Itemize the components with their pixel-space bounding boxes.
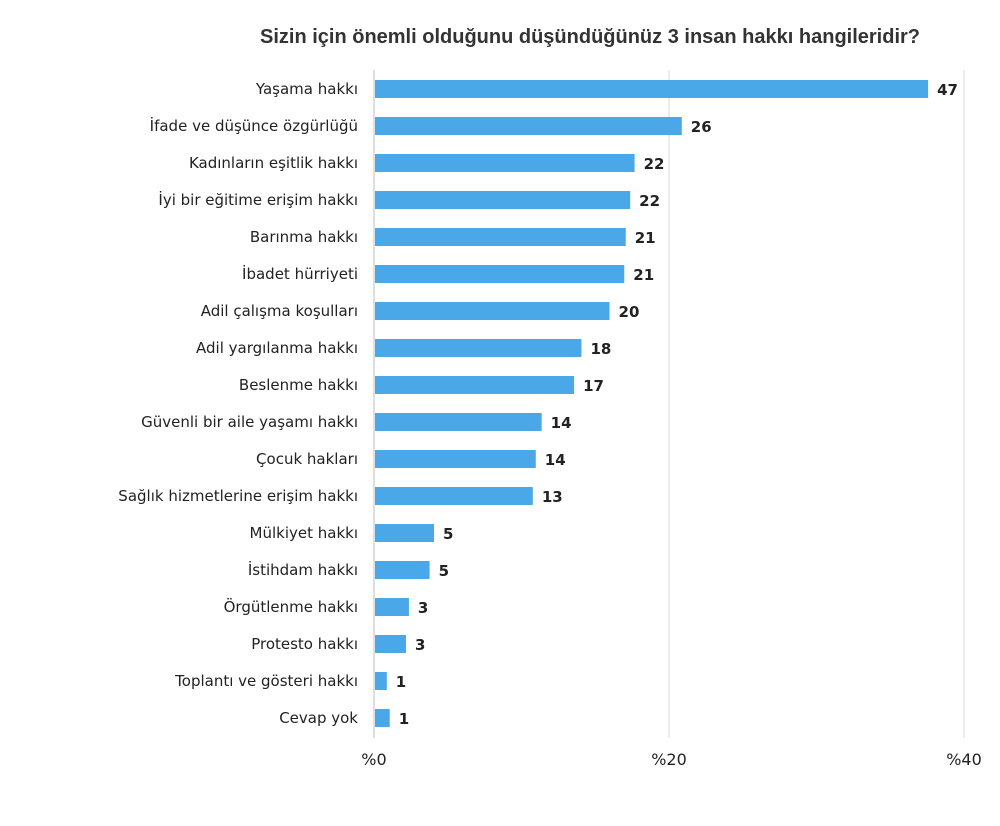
data-label: 1: [396, 673, 406, 691]
data-label: 14: [551, 414, 572, 432]
bar: [375, 524, 434, 542]
category-label: İyi bir eğitime erişim hakkı: [158, 190, 358, 209]
data-label: 3: [418, 599, 428, 617]
data-label: 22: [639, 192, 660, 210]
data-label: 5: [443, 525, 453, 543]
category-label: İstihdam hakkı: [248, 560, 358, 579]
category-label: Çocuk hakları: [256, 450, 358, 468]
data-label: 26: [691, 118, 712, 136]
category-label: Adil yargılanma hakkı: [196, 339, 358, 357]
category-label: Adil çalışma koşulları: [201, 302, 358, 320]
bar: [375, 598, 409, 616]
bars-layer: [375, 80, 929, 727]
grid-layer: [373, 70, 965, 738]
chart-title: Sizin için önemli olduğunu düşündüğünüz …: [259, 26, 921, 48]
category-label: Barınma hakkı: [250, 228, 358, 246]
x-axis-ticks: %0 %20 %40: [361, 750, 981, 769]
data-label: 5: [439, 562, 449, 580]
data-label: 13: [542, 488, 563, 506]
bar: [375, 561, 430, 579]
category-label: Kadınların eşitlik hakkı: [189, 154, 358, 172]
labels-layer: Yaşama hakkı 47 İfade ve düşünce özgürlüğü…: [118, 80, 958, 728]
category-label: Örgütlenme hakkı: [224, 597, 358, 616]
data-label: 21: [633, 266, 654, 284]
bar: [375, 413, 542, 431]
bar: [375, 376, 575, 394]
data-label: 1: [399, 710, 409, 728]
bar: [375, 450, 536, 468]
bar: [375, 635, 406, 653]
category-label: Güvenli bir aile yaşamı hakkı: [141, 413, 358, 431]
category-label: Cevap yok: [279, 709, 358, 727]
bar: [375, 487, 533, 505]
bar: [375, 228, 626, 246]
data-label: 14: [545, 451, 566, 469]
x-tick-label: %40: [946, 750, 982, 769]
bar: [375, 339, 582, 357]
category-label: İbadet hürriyeti: [242, 264, 358, 283]
bar: [375, 302, 610, 320]
category-label: Protesto hakkı: [251, 635, 358, 653]
data-label: 3: [415, 636, 425, 654]
bar: [375, 672, 387, 690]
x-tick-label: %0: [361, 750, 386, 769]
category-label: Sağlık hizmetlerine erişim hakkı: [118, 487, 358, 505]
data-label: 18: [591, 340, 612, 358]
bar: [375, 709, 390, 727]
data-label: 20: [619, 303, 640, 321]
bar: [375, 191, 631, 209]
data-label: 21: [635, 229, 656, 247]
bar: [375, 117, 682, 135]
bar: [375, 154, 635, 172]
data-label: 22: [644, 155, 665, 173]
bar: [375, 80, 929, 98]
data-label: 17: [583, 377, 604, 395]
category-label: Yaşama hakkı: [255, 80, 358, 98]
category-label: Toplantı ve gösteri hakkı: [174, 672, 358, 690]
bar: [375, 265, 625, 283]
category-label: Mülkiyet hakkı: [250, 524, 358, 542]
data-label: 47: [937, 81, 958, 99]
category-label: Beslenme hakkı: [239, 376, 358, 394]
category-label: İfade ve düşünce özgürlüğü: [150, 116, 358, 135]
x-tick-label: %20: [651, 750, 687, 769]
